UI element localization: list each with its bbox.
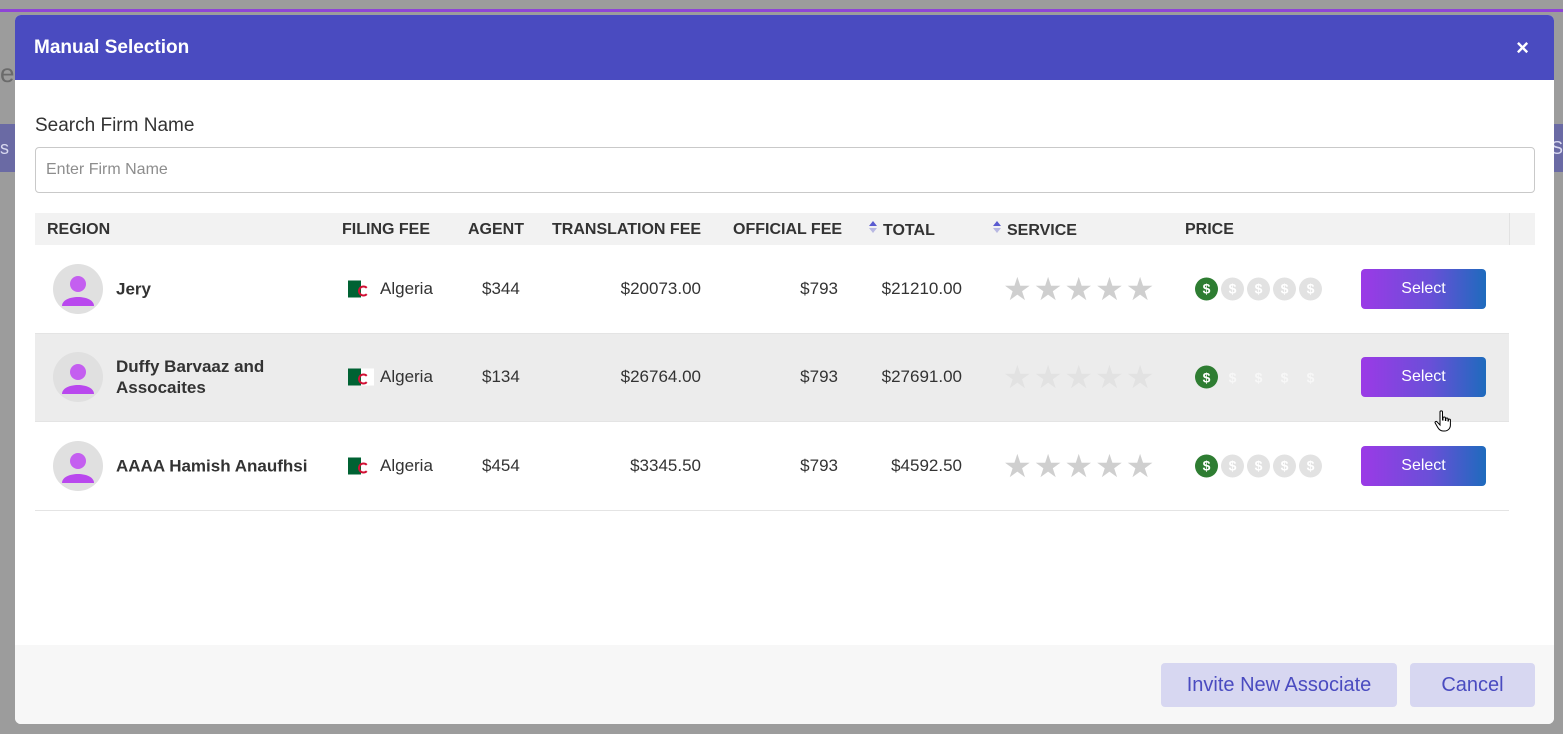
column-header-filing-fee: FILING FEE	[342, 221, 430, 238]
firm-name-search-input[interactable]	[35, 147, 1535, 193]
dollar-coin-icon: $	[1299, 277, 1322, 301]
modal-header: Manual Selection ×	[15, 15, 1554, 80]
total-fee: $21210.00	[881, 278, 962, 298]
price-level: $ $ $ $ $	[1195, 277, 1322, 301]
user-avatar-icon	[53, 440, 103, 491]
star-icon: ★	[1125, 447, 1155, 484]
firm-name: Duffy Barvaaz and Assocaites	[116, 357, 265, 398]
star-icon: ★	[1003, 359, 1032, 396]
agent-fee: $344	[482, 278, 520, 298]
service-rating: ★ ★ ★ ★ ★	[1003, 273, 1154, 305]
star-icon: ★	[1003, 447, 1032, 484]
star-icon: ★	[1125, 359, 1155, 396]
official-fee: $793	[800, 367, 838, 387]
star-icon: ★	[1064, 447, 1094, 484]
official-fee: $793	[800, 278, 838, 298]
price-level: $ $ $ $ $	[1195, 365, 1322, 389]
service-rating: ★ ★ ★ ★ ★	[1003, 450, 1154, 482]
star-icon: ★	[1003, 270, 1032, 307]
translation-fee: $20073.00	[620, 278, 701, 298]
translation-fee: $26764.00	[620, 367, 701, 387]
dollar-coin-icon: $	[1273, 277, 1296, 301]
dollar-coin-icon: $	[1195, 365, 1218, 389]
sort-icon[interactable]	[869, 221, 877, 233]
table-row: Jery Algeria $344 $20073.00 $793 $21210.…	[35, 245, 1509, 334]
dollar-coin-icon: $	[1247, 454, 1270, 478]
dollar-coin-icon: $	[1273, 365, 1296, 389]
dollar-coin-icon: $	[1299, 365, 1322, 389]
star-icon: ★	[1095, 270, 1124, 307]
dollar-coin-icon: $	[1221, 277, 1244, 301]
scrollbar-header-stub	[1509, 213, 1535, 245]
search-label: Search Firm Name	[35, 115, 195, 136]
column-header-region: REGION	[47, 221, 111, 238]
user-avatar-icon	[53, 263, 103, 314]
modal-title: Manual Selection	[34, 36, 190, 58]
manual-selection-modal: Manual Selection × Search Firm Name REGI…	[15, 15, 1554, 724]
table-row: AAAA Hamish Anaufhsi Algeria $454 $3345.…	[35, 422, 1509, 511]
service-rating: ★ ★ ★ ★ ★	[1003, 361, 1154, 393]
modal-footer: Invite New Associate Cancel	[15, 645, 1554, 724]
table-header: REGION FILING FEE AGENT TRANSLATION FEE …	[35, 213, 1535, 245]
firm-table-body: Jery Algeria $344 $20073.00 $793 $21210.…	[35, 245, 1509, 511]
price-level: $ $ $ $ $	[1195, 454, 1322, 478]
dollar-coin-icon: $	[1221, 365, 1244, 389]
firm-name: AAAA Hamish Anaufhsi	[116, 456, 308, 476]
region-country: Algeria	[380, 455, 433, 475]
dollar-coin-icon: $	[1221, 454, 1244, 478]
algeria-flag-icon	[348, 368, 374, 386]
dollar-coin-icon: $	[1195, 277, 1218, 301]
star-icon: ★	[1033, 447, 1063, 484]
column-header-total[interactable]: TOTAL	[869, 221, 935, 240]
star-icon: ★	[1095, 359, 1124, 396]
table-row: Duffy Barvaaz and Assocaites Algeria $13…	[35, 333, 1509, 422]
column-header-agent: AGENT	[468, 221, 524, 238]
star-icon: ★	[1064, 359, 1094, 396]
dollar-coin-icon: $	[1195, 454, 1218, 478]
official-fee: $793	[800, 455, 838, 475]
star-icon: ★	[1033, 359, 1063, 396]
cancel-button[interactable]: Cancel	[1410, 663, 1535, 707]
column-header-official-fee: OFFICIAL FEE	[733, 221, 843, 238]
select-button[interactable]: Select	[1361, 268, 1486, 309]
dollar-coin-icon: $	[1247, 365, 1270, 389]
region-country: Algeria	[380, 278, 433, 298]
invite-new-associate-button[interactable]: Invite New Associate	[1161, 663, 1397, 707]
background-top-line	[0, 9, 1563, 12]
star-icon: ★	[1064, 270, 1094, 307]
column-header-service-label: SERVICE	[1007, 222, 1077, 239]
dollar-coin-icon: $	[1273, 454, 1296, 478]
total-fee: $27691.00	[881, 367, 962, 387]
close-icon[interactable]: ×	[1516, 34, 1529, 60]
star-icon: ★	[1033, 270, 1063, 307]
total-fee: $4592.50	[891, 455, 962, 475]
agent-fee: $134	[482, 367, 520, 387]
dollar-coin-icon: $	[1247, 277, 1270, 301]
column-header-translation-fee: TRANSLATION FEE	[552, 221, 702, 238]
agent-fee: $454	[482, 455, 520, 475]
select-button[interactable]: Select	[1361, 445, 1486, 486]
user-avatar-icon	[53, 352, 103, 403]
column-header-total-label: TOTAL	[883, 222, 935, 239]
translation-fee: $3345.50	[630, 455, 701, 475]
star-icon: ★	[1095, 447, 1124, 484]
algeria-flag-icon	[348, 457, 374, 475]
column-header-price: PRICE	[1185, 221, 1234, 238]
algeria-flag-icon	[348, 280, 374, 298]
sort-icon[interactable]	[993, 221, 1001, 233]
select-button[interactable]: Select	[1361, 357, 1486, 398]
dollar-coin-icon: $	[1299, 454, 1322, 478]
star-icon: ★	[1125, 270, 1155, 307]
firm-name: Jery	[116, 279, 151, 299]
column-header-service[interactable]: SERVICE	[993, 221, 1077, 240]
background-band-text-left: s	[0, 138, 9, 158]
region-country: Algeria	[380, 367, 433, 387]
